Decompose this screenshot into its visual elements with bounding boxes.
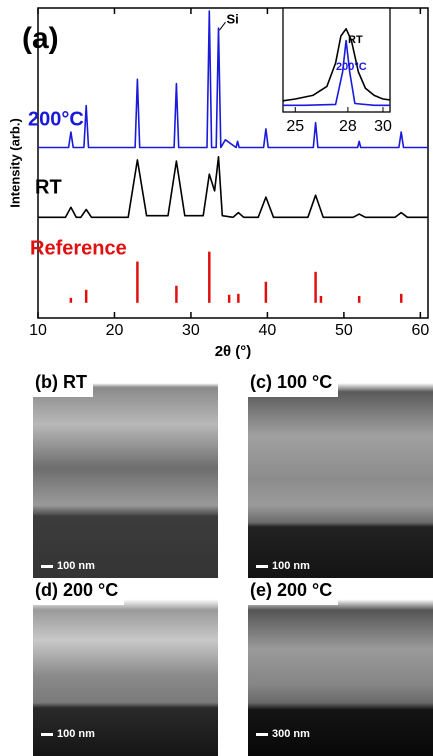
scale-bar: 300 nm	[256, 728, 310, 740]
scale-bar: 100 nm	[41, 560, 95, 572]
panel-label: (a)	[22, 22, 59, 55]
xrd-pattern	[38, 156, 428, 219]
sem-panel: (c) 100 °C 100 nm	[248, 370, 433, 588]
sem-panel: (b) RT 100 nm	[33, 370, 218, 588]
sem-panel: (e) 200 °C 300 nm	[248, 578, 433, 756]
annotation: Si	[226, 12, 238, 27]
x-tick-label: 10	[29, 322, 47, 339]
scale-bar-line	[41, 732, 53, 736]
sem-image	[33, 370, 218, 588]
inset-x-tick-label: 30	[374, 118, 392, 135]
x-tick-label: 20	[106, 322, 124, 339]
scale-bar-line	[256, 564, 268, 568]
x-axis-label: 2θ (°)	[215, 343, 252, 360]
series-label: Reference	[30, 237, 127, 259]
series-label: RT	[35, 176, 62, 198]
scale-bar-label: 100 nm	[57, 728, 95, 740]
panel-label: (e) 200 °C	[248, 578, 339, 605]
inset-pattern	[282, 28, 391, 102]
sem-panel: (d) 200 °C 100 nm	[33, 578, 218, 756]
sem-image	[248, 370, 433, 588]
scale-bar-label: 100 nm	[57, 560, 95, 572]
inset-pattern	[283, 39, 390, 107]
sem-image	[248, 578, 433, 756]
x-tick-label: 60	[411, 322, 429, 339]
series-label: 200°C	[28, 108, 84, 130]
inset-series-label: RT	[348, 34, 363, 46]
panel-label: (d) 200 °C	[33, 578, 125, 605]
xrd-pattern	[38, 10, 428, 149]
x-tick-label: 50	[335, 322, 353, 339]
x-tick-label: 40	[259, 322, 277, 339]
sem-image	[33, 578, 218, 756]
scale-bar-line	[41, 564, 53, 568]
scale-bar: 100 nm	[256, 560, 310, 572]
x-tick-label: 30	[182, 322, 200, 339]
inset-x-tick-label: 25	[286, 118, 304, 135]
panel-label: (c) 100 °C	[248, 370, 339, 397]
annotation-leader	[219, 21, 226, 31]
scale-bar: 100 nm	[41, 728, 95, 740]
panel-label: (b) RT	[33, 370, 93, 397]
scale-bar-label: 300 nm	[272, 728, 310, 740]
plot-frame	[37, 7, 429, 319]
xrd-chart: 10 20 30 40 50 60 2θ (°) Intensity (arb.) (a) 200…	[7, 7, 429, 360]
scale-bar-line	[256, 732, 268, 736]
inset-series-label: 200°C	[336, 61, 367, 73]
scale-bar-label: 100 nm	[272, 560, 310, 572]
y-axis-label: Intensity (arb.)	[7, 118, 22, 208]
inset-x-tick-label: 28	[339, 118, 357, 135]
